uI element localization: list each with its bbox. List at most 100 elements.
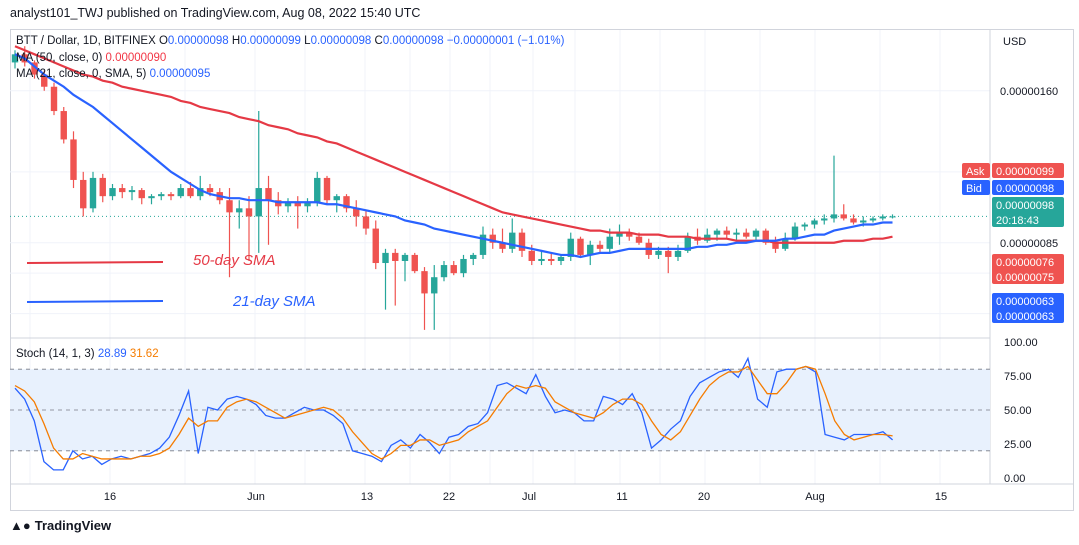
stoch-d-value: 31.62: [129, 348, 159, 360]
candle-body: [723, 230, 730, 235]
candle-body: [528, 250, 535, 261]
ma21-line: [14, 53, 893, 259]
time-tick-label: Aug: [805, 491, 825, 503]
candle-body: [752, 230, 760, 237]
time-tick-label: 16: [104, 491, 116, 503]
candle-body: [11, 54, 19, 63]
ma50-value: 0.00000090: [105, 52, 167, 64]
candle-body: [499, 242, 506, 249]
candle-body: [684, 236, 691, 251]
ma21-value: 0.00000095: [149, 68, 211, 80]
time-tick-label: 15: [935, 491, 947, 503]
tradingview-logo[interactable]: ▲● TradingView: [10, 518, 111, 533]
candle-body: [119, 188, 126, 193]
low-label: L: [304, 35, 311, 47]
ma50-annotation-label: 50-day SMA: [193, 252, 276, 269]
ma21-annotation-line: [26, 300, 164, 303]
publish-header: analyst101_TWJ published on TradingView.…: [10, 6, 421, 20]
candle-body: [167, 194, 175, 197]
high-label: H: [231, 35, 241, 47]
candle-body: [314, 177, 321, 203]
price-tag-value: 0.00000098: [996, 183, 1054, 195]
candle-body: [362, 216, 370, 229]
stoch-tick-label: 50.00: [1004, 405, 1032, 417]
candle-body: [382, 252, 389, 264]
price-tag-box: [992, 254, 1064, 284]
candle-body: [548, 258, 555, 261]
candle-body: [655, 250, 662, 255]
ma21-label: MA (21, close, 0, SMA, 5): [16, 68, 147, 80]
ma50-legend[interactable]: MA (50, close, 0) 0.00000090: [16, 52, 166, 64]
open-value: 0.00000098: [167, 35, 229, 47]
candle-body: [557, 256, 565, 261]
candle-body: [440, 265, 448, 278]
ma21-annotation-label: 21-day SMA: [232, 293, 316, 310]
ma50-label: MA (50, close, 0): [16, 52, 103, 64]
currency-label: USD: [1003, 36, 1026, 48]
candle-body: [353, 208, 360, 217]
candle-body: [616, 232, 623, 237]
candle-body: [109, 188, 116, 197]
candle-body: [577, 238, 584, 255]
price-tag-value: 0.00000098: [996, 200, 1054, 212]
price-tag-box: [992, 180, 1064, 195]
price-tick-label: 0.00000160: [1000, 86, 1058, 98]
stoch-k-line: [14, 356, 894, 471]
candle-body: [811, 220, 818, 225]
time-tick-label: 13: [361, 491, 373, 503]
candle-body: [860, 220, 867, 223]
candle-body: [626, 232, 633, 237]
candle-body: [538, 258, 545, 261]
candle-body: [450, 265, 457, 274]
candle-body: [323, 177, 331, 201]
candle-body: [148, 196, 155, 199]
candle-body: [70, 139, 77, 180]
time-tick-label: 11: [616, 491, 627, 503]
candle-body: [733, 232, 740, 235]
stoch-tick-label: 100.00: [1004, 337, 1038, 349]
candle-body: [99, 177, 106, 197]
candle-body: [60, 111, 67, 140]
candle-body: [372, 228, 379, 264]
stoch-d-line: [14, 365, 893, 460]
candle-body: [31, 62, 38, 75]
candle-body: [245, 208, 253, 217]
candle-body: [889, 216, 896, 218]
candle-body: [158, 194, 165, 197]
candle-body: [255, 188, 262, 217]
ma50-annotation-line: [26, 261, 164, 264]
candle-body: [567, 238, 574, 257]
tradingview-icon: ▲●: [10, 518, 31, 533]
candle-body: [431, 277, 438, 294]
candle-body: [89, 177, 97, 209]
candle-body: [284, 202, 292, 207]
price-tag-label: Ask: [966, 166, 985, 178]
candle-body: [50, 86, 58, 112]
candle-body: [518, 232, 526, 251]
stoch-k-value: 28.89: [97, 348, 127, 360]
candle-body: [460, 258, 467, 274]
candle-body: [392, 252, 399, 261]
candle-body: [879, 216, 886, 219]
price-tag-value: 0.00000063: [996, 296, 1054, 308]
ma21-legend[interactable]: MA (21, close, 0, SMA, 5) 0.00000095: [16, 68, 210, 80]
stoch-legend[interactable]: Stoch (14, 1, 3) 28.89 31.62: [16, 348, 159, 360]
change-value: −0.00000001 (−1.01%): [446, 35, 565, 47]
candle-body: [343, 196, 350, 209]
price-tag-label-box: [962, 163, 990, 178]
candle-body: [743, 232, 750, 237]
close-label: C: [374, 35, 383, 47]
candle-body: [674, 250, 682, 257]
price-tag-value: 0.00000099: [996, 166, 1054, 178]
time-tick-label: 22: [443, 491, 455, 503]
price-tag-box: [992, 163, 1064, 178]
time-tick-label: 20: [698, 491, 710, 503]
symbol-label[interactable]: BTT / Dollar, 1D, BITFINEX: [16, 35, 156, 47]
candle-body: [401, 254, 409, 261]
price-tag-sub: 0.00000075: [996, 272, 1054, 284]
open-label: O: [158, 35, 168, 47]
candle-body: [187, 188, 194, 197]
candle-body: [772, 242, 779, 249]
candle-body: [801, 224, 808, 227]
